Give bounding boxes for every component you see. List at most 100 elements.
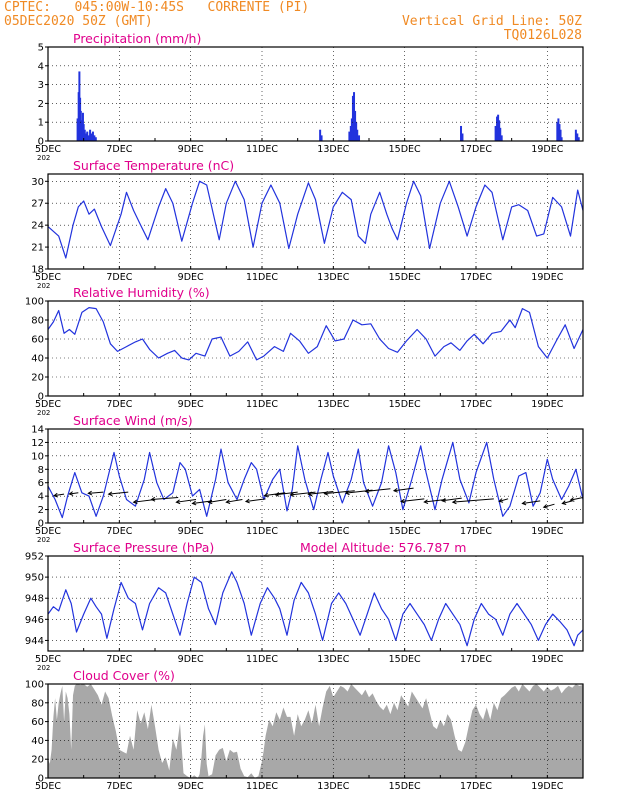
cloud-ytick-label: 80: [31, 698, 44, 709]
precip-xtick-label: 13DEC: [317, 144, 349, 155]
wind-xtick-label: 7DEC: [106, 526, 132, 537]
cloud-xtick-label: 11DEC: [246, 781, 278, 792]
wind-vector: [208, 499, 227, 503]
precip-bar: [355, 122, 358, 141]
precip-ytick-label: 1: [38, 118, 44, 129]
cloud-panel: 0 20 40 60 80 100 5DEC 7DEC 9DEC 11DEC 13DEC 15DEC 1…: [25, 668, 584, 792]
cloud-area: [48, 684, 583, 778]
precip-bar: [497, 114, 500, 141]
wind-vector-head: [542, 504, 548, 509]
precip-bar: [499, 127, 502, 141]
temp-ytick-label: 21: [31, 243, 44, 254]
wind-panel: 0 2 4 6 8 10 12 14 5DEC 7DEC 9DEC 11DEC 13DEC 15DEC 17…: [31, 413, 584, 544]
press-xtick-label: 9DEC: [178, 654, 204, 665]
precip-bar: [91, 131, 94, 141]
rh-frame: [47, 300, 584, 397]
wind-vector-head: [392, 487, 398, 493]
temp-ytick-label: 27: [31, 199, 44, 210]
precip-xtick-label: 15DEC: [389, 144, 421, 155]
wind-vector-head: [225, 499, 231, 504]
precip-bar: [500, 135, 503, 141]
rh-xtick-label: 17DEC: [460, 399, 492, 410]
precip-ytick-label: 2: [38, 99, 44, 110]
wind-vector-head: [132, 499, 138, 505]
precip-ytick-label: 3: [38, 80, 44, 91]
wind-vector: [442, 497, 462, 502]
wind-ytick-label: 14: [31, 425, 44, 436]
wind-xtick-label: 13DEC: [317, 526, 349, 537]
cloud-ytick-label: 60: [31, 717, 44, 728]
precip-panel: 0 1 2 3 4 5 5DEC 7DEC 9DEC 11DEC 13DEC 15DEC 17DEC 19…: [35, 31, 584, 162]
precip-ytick-label: 5: [38, 43, 44, 54]
temp-panel: 18 21 24 27 30 5DEC 7DEC 9DEC 11DEC 13DEC 15DEC 17D…: [31, 158, 584, 290]
wind-vector: [275, 491, 298, 496]
precip-xtick-label: 17DEC: [460, 144, 492, 155]
rh-year-label: 202: [37, 409, 50, 417]
precip-bar: [560, 137, 563, 141]
wind-xtick-label: 11DEC: [246, 526, 278, 537]
wind-vector: [308, 490, 334, 495]
wind-vector-head: [423, 499, 429, 505]
wind-vector: [176, 499, 197, 503]
wind-vectors: [53, 487, 584, 509]
press-xtick-label: 15DEC: [389, 654, 421, 665]
precip-bar: [351, 95, 354, 141]
precip-xtick-label: 19DEC: [531, 144, 563, 155]
precip-bar: [354, 110, 357, 141]
precip-bar: [319, 129, 322, 141]
wind-vector-head: [244, 498, 250, 504]
rh-ytick-label: 40: [31, 354, 44, 365]
wind-vector: [324, 490, 355, 495]
precip-bar: [559, 129, 562, 141]
header-grid-note: Vertical Grid Line: 50Z: [401, 14, 582, 29]
wind-vector: [452, 498, 494, 503]
precip-bar: [358, 135, 361, 141]
wind-vector-head: [521, 500, 527, 506]
precip-bar: [574, 129, 577, 141]
wind-vector-head: [307, 491, 313, 497]
press-xtick-label: 7DEC: [106, 654, 132, 665]
wind-ytick-label: 10: [31, 451, 44, 462]
wind-vector-head: [263, 492, 269, 498]
rh-xtick-label: 11DEC: [246, 399, 278, 410]
temp-xtick-label: 11DEC: [246, 272, 278, 283]
wind-xtick-label: 15DEC: [389, 526, 421, 537]
wind-vector-head: [561, 500, 567, 505]
precip-bar: [558, 124, 561, 141]
cloud-ytick-label: 0: [38, 774, 44, 785]
precip-bar: [87, 135, 90, 141]
precip-bar: [86, 131, 89, 141]
precip-xtick-label: 5DEC: [35, 144, 61, 155]
rh-ytick-label: 60: [31, 335, 44, 346]
press-ytick-label: 950: [25, 573, 44, 584]
wind-ytick-label: 8: [38, 465, 44, 476]
wind-vector-head: [344, 490, 350, 496]
press-ytick-label: 952: [25, 552, 44, 563]
precip-bar: [350, 118, 353, 141]
precip-bar: [461, 133, 464, 141]
wind-vector-head: [87, 490, 93, 496]
precip-bar: [320, 135, 323, 141]
rh-xtick-label: 13DEC: [317, 399, 349, 410]
temp-year-label: 202: [37, 282, 50, 290]
rh-xtick-label: 15DEC: [389, 399, 421, 410]
press-line: [47, 571, 584, 647]
rh-title: Relative Humidity (%): [73, 285, 210, 300]
wind-year-label: 202: [37, 536, 50, 544]
wind-title: Surface Wind (m/s): [73, 413, 193, 428]
precip-bar: [557, 118, 560, 141]
temp-xtick-label: 19DEC: [531, 272, 563, 283]
precip-bar: [84, 133, 87, 141]
wind-xtick-label: 19DEC: [531, 526, 563, 537]
cloud-ytick-label: 20: [31, 755, 44, 766]
wind-vector-head: [207, 499, 213, 505]
wind-vector: [401, 498, 425, 503]
precip-bar: [93, 135, 96, 141]
precip-ytick-label: 4: [38, 61, 44, 72]
wind-ytick-label: 6: [38, 478, 44, 489]
rh-ytick-label: 100: [25, 297, 44, 308]
wind-vector-head: [175, 499, 181, 505]
rh-line: [47, 307, 584, 361]
wind-ytick-label: 2: [38, 505, 44, 516]
press-ytick-label: 948: [25, 594, 44, 605]
